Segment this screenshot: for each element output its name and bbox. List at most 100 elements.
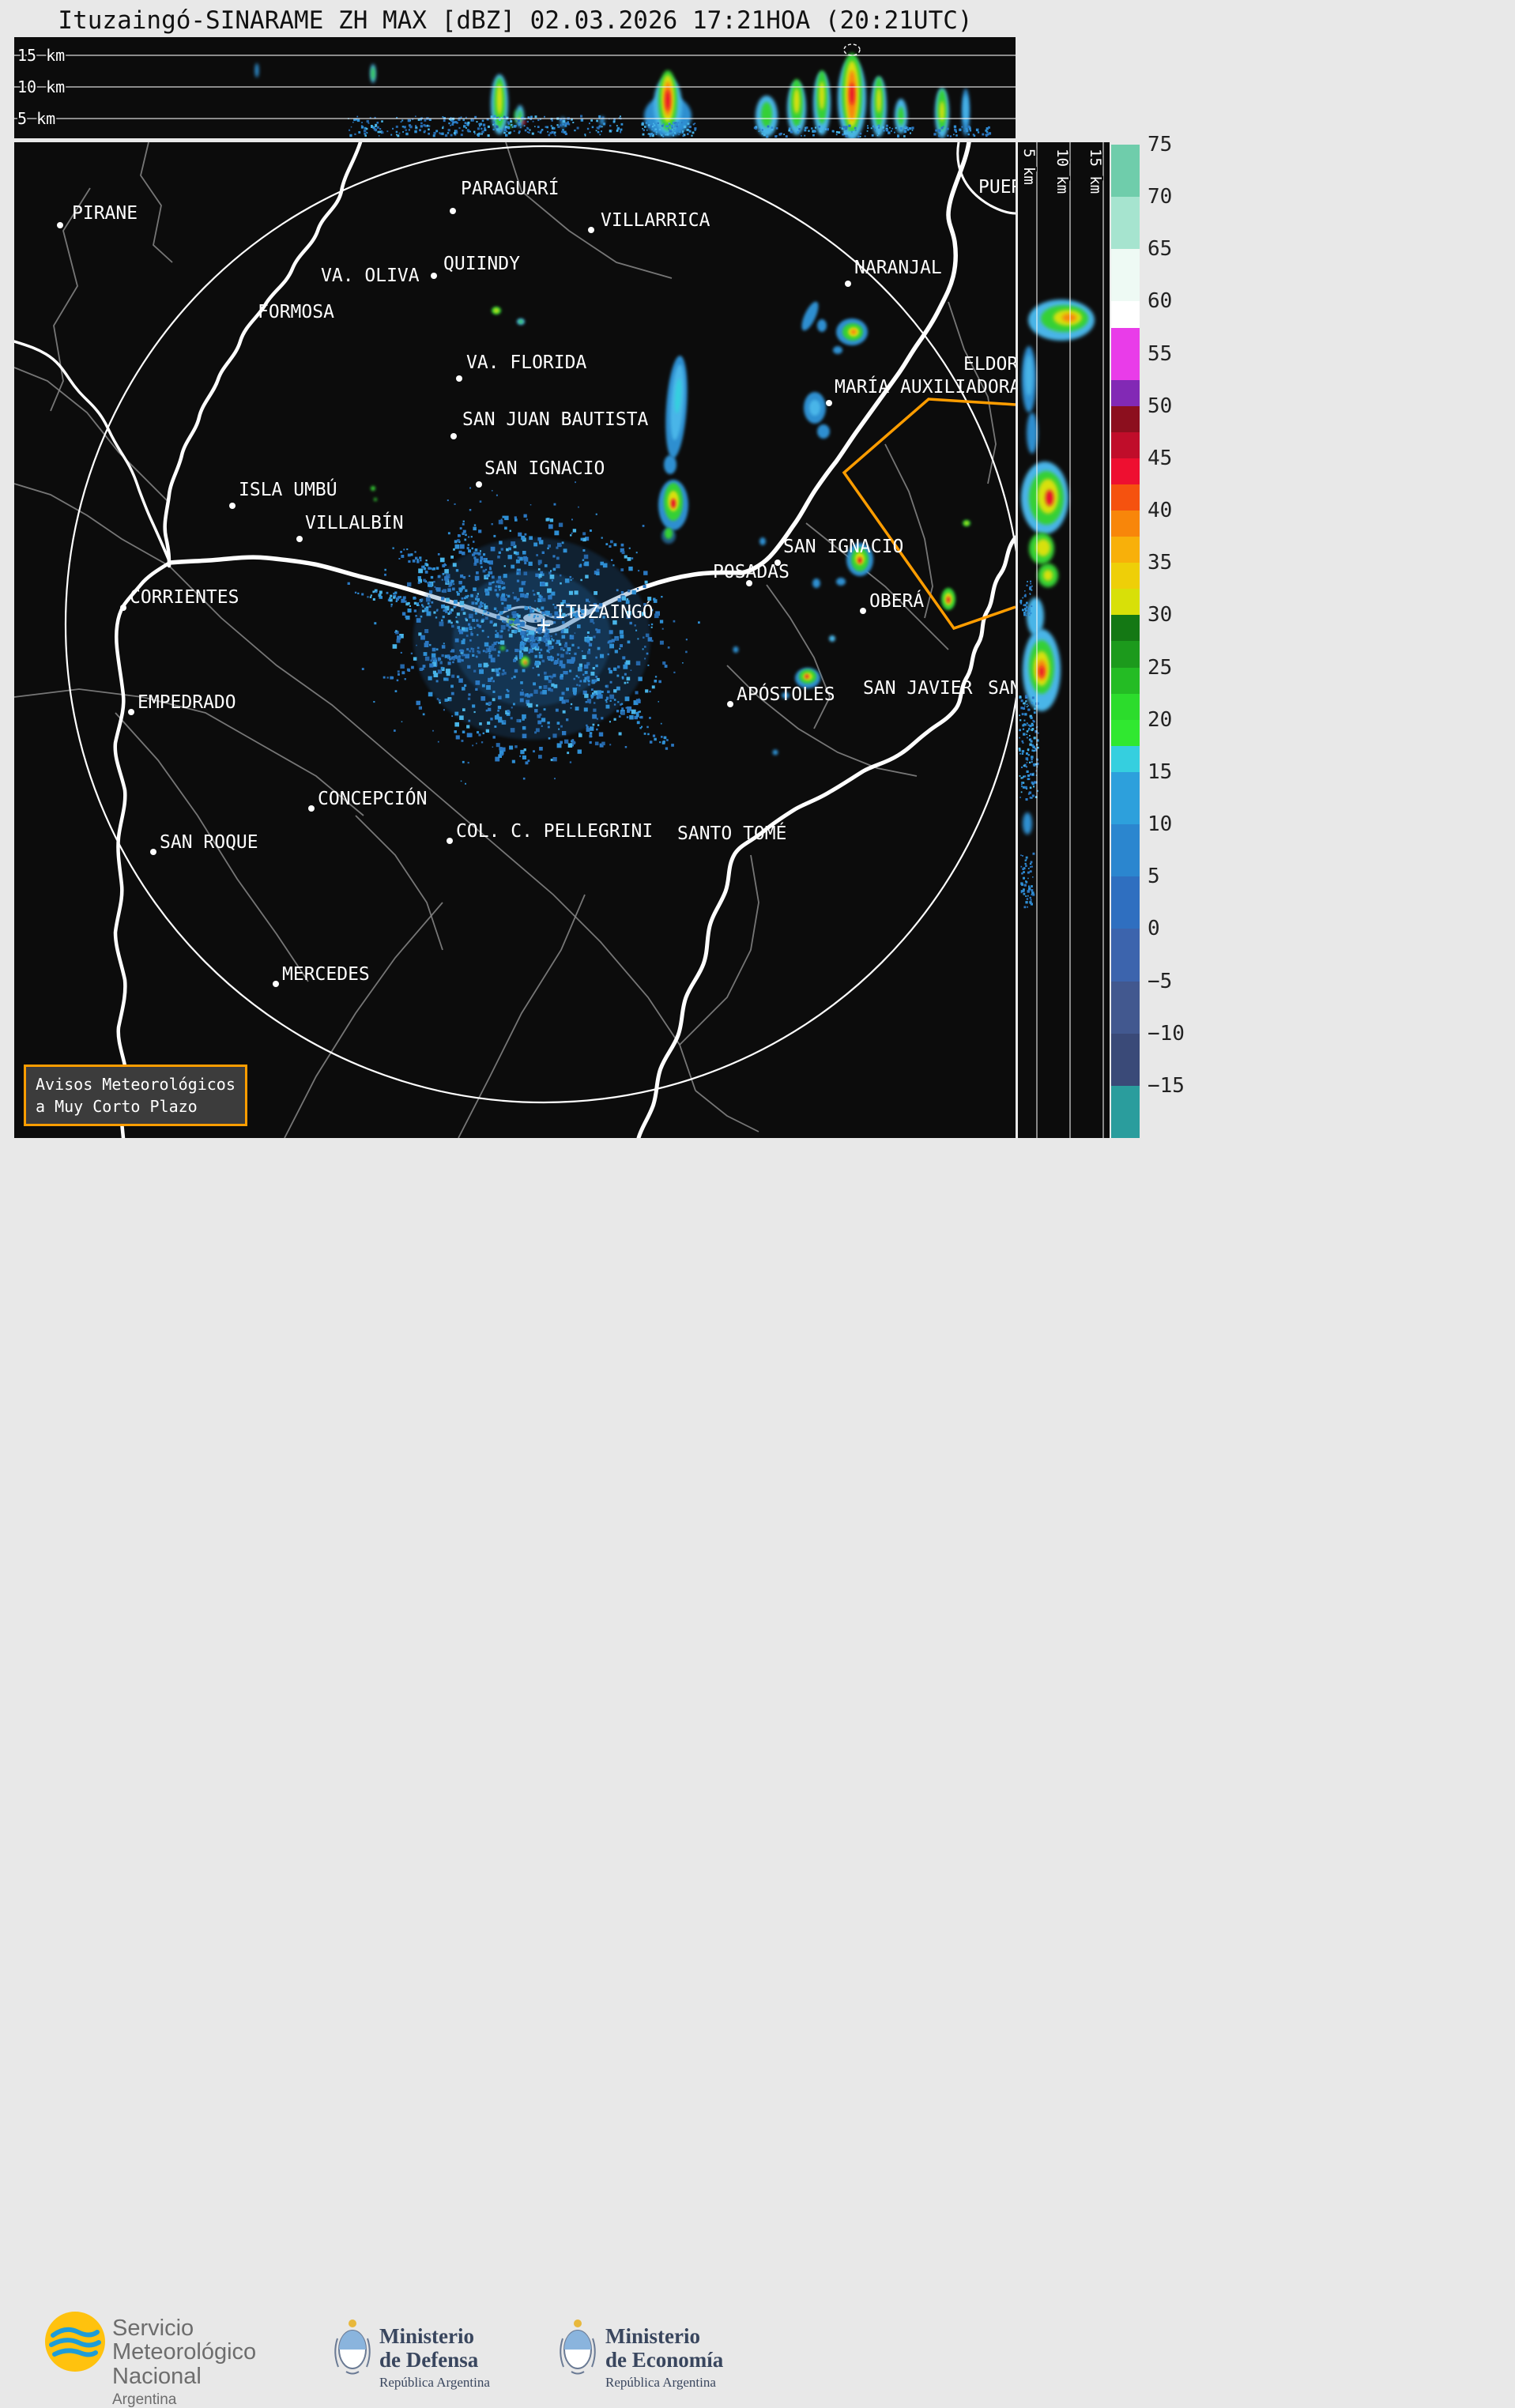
- speck: [427, 602, 430, 605]
- city-label: CORRIENTES: [130, 587, 239, 608]
- speck: [429, 643, 432, 646]
- river: [168, 142, 971, 634]
- speck: [1029, 743, 1032, 746]
- speck: [596, 629, 601, 634]
- speck: [460, 649, 463, 653]
- speck: [1034, 707, 1036, 710]
- speck: [609, 643, 614, 649]
- speck: [416, 604, 419, 606]
- economia-coat-of-arms: [560, 2319, 596, 2375]
- speck: [554, 134, 556, 137]
- speck: [759, 128, 761, 130]
- speck: [390, 594, 393, 597]
- speck: [513, 658, 517, 662]
- speck: [605, 699, 607, 702]
- speck: [1024, 775, 1027, 778]
- speck: [444, 563, 447, 567]
- radar-cell: [813, 70, 831, 135]
- speck: [612, 564, 615, 567]
- speck: [798, 128, 801, 130]
- speck: [645, 122, 648, 124]
- speck: [636, 699, 641, 703]
- speck: [763, 134, 766, 137]
- speck: [407, 609, 412, 613]
- speck: [424, 125, 428, 127]
- speck: [462, 730, 465, 733]
- speck: [1027, 607, 1031, 610]
- speck: [579, 563, 582, 566]
- speck: [451, 715, 454, 718]
- speck: [447, 499, 449, 502]
- speck: [561, 620, 565, 624]
- speck: [590, 688, 594, 691]
- speck: [516, 617, 519, 621]
- speck: [473, 130, 476, 133]
- speck: [682, 130, 684, 133]
- speck: [598, 694, 603, 699]
- speck: [654, 124, 656, 126]
- speck: [504, 515, 509, 521]
- speck: [398, 673, 400, 676]
- speck: [488, 560, 493, 565]
- speck: [883, 130, 885, 132]
- speck: [466, 547, 469, 550]
- speck: [503, 606, 508, 611]
- speck: [891, 130, 892, 132]
- speck: [455, 605, 457, 608]
- speck: [528, 633, 531, 637]
- speck: [561, 130, 563, 133]
- speck: [485, 709, 488, 712]
- speck: [387, 598, 391, 601]
- speck: [644, 580, 648, 584]
- speck: [586, 598, 589, 602]
- speck: [466, 129, 469, 132]
- speck: [626, 598, 629, 601]
- speck: [520, 749, 525, 755]
- speck: [553, 684, 558, 688]
- colorbar-tick: 60: [1148, 289, 1173, 314]
- radar-cell: [935, 88, 949, 138]
- speck: [408, 560, 411, 563]
- speck: [622, 656, 626, 660]
- speck: [548, 649, 551, 651]
- speck: [639, 710, 641, 713]
- speck: [360, 125, 363, 127]
- speck: [647, 637, 653, 642]
- speck: [498, 575, 501, 579]
- speck: [475, 680, 481, 685]
- speck: [420, 125, 423, 128]
- speck: [513, 675, 516, 679]
- speck: [495, 585, 498, 588]
- speck: [1025, 766, 1027, 768]
- speck: [427, 582, 429, 584]
- speck: [358, 131, 361, 134]
- speck: [595, 609, 600, 612]
- speck: [619, 630, 624, 635]
- speck: [645, 633, 650, 638]
- speck: [589, 740, 592, 744]
- speck: [409, 124, 412, 127]
- speck: [519, 698, 524, 703]
- city-label: QUIINDY: [443, 254, 520, 274]
- speck: [517, 649, 521, 653]
- speck: [1022, 786, 1025, 789]
- city-label: VA. OLIVA: [321, 266, 420, 286]
- speck: [377, 130, 380, 134]
- speck: [507, 122, 511, 125]
- speck: [595, 656, 597, 659]
- speck: [450, 621, 453, 624]
- speck: [635, 629, 638, 631]
- speck: [492, 582, 494, 584]
- speck: [477, 127, 480, 130]
- speck: [498, 716, 503, 721]
- speck: [554, 131, 556, 134]
- speck: [590, 119, 593, 122]
- speck: [465, 116, 467, 119]
- city-marker: [447, 838, 453, 844]
- speck: [533, 542, 538, 547]
- speck: [471, 601, 475, 605]
- speck: [381, 120, 383, 122]
- speck: [419, 668, 422, 671]
- river: [636, 535, 1016, 1138]
